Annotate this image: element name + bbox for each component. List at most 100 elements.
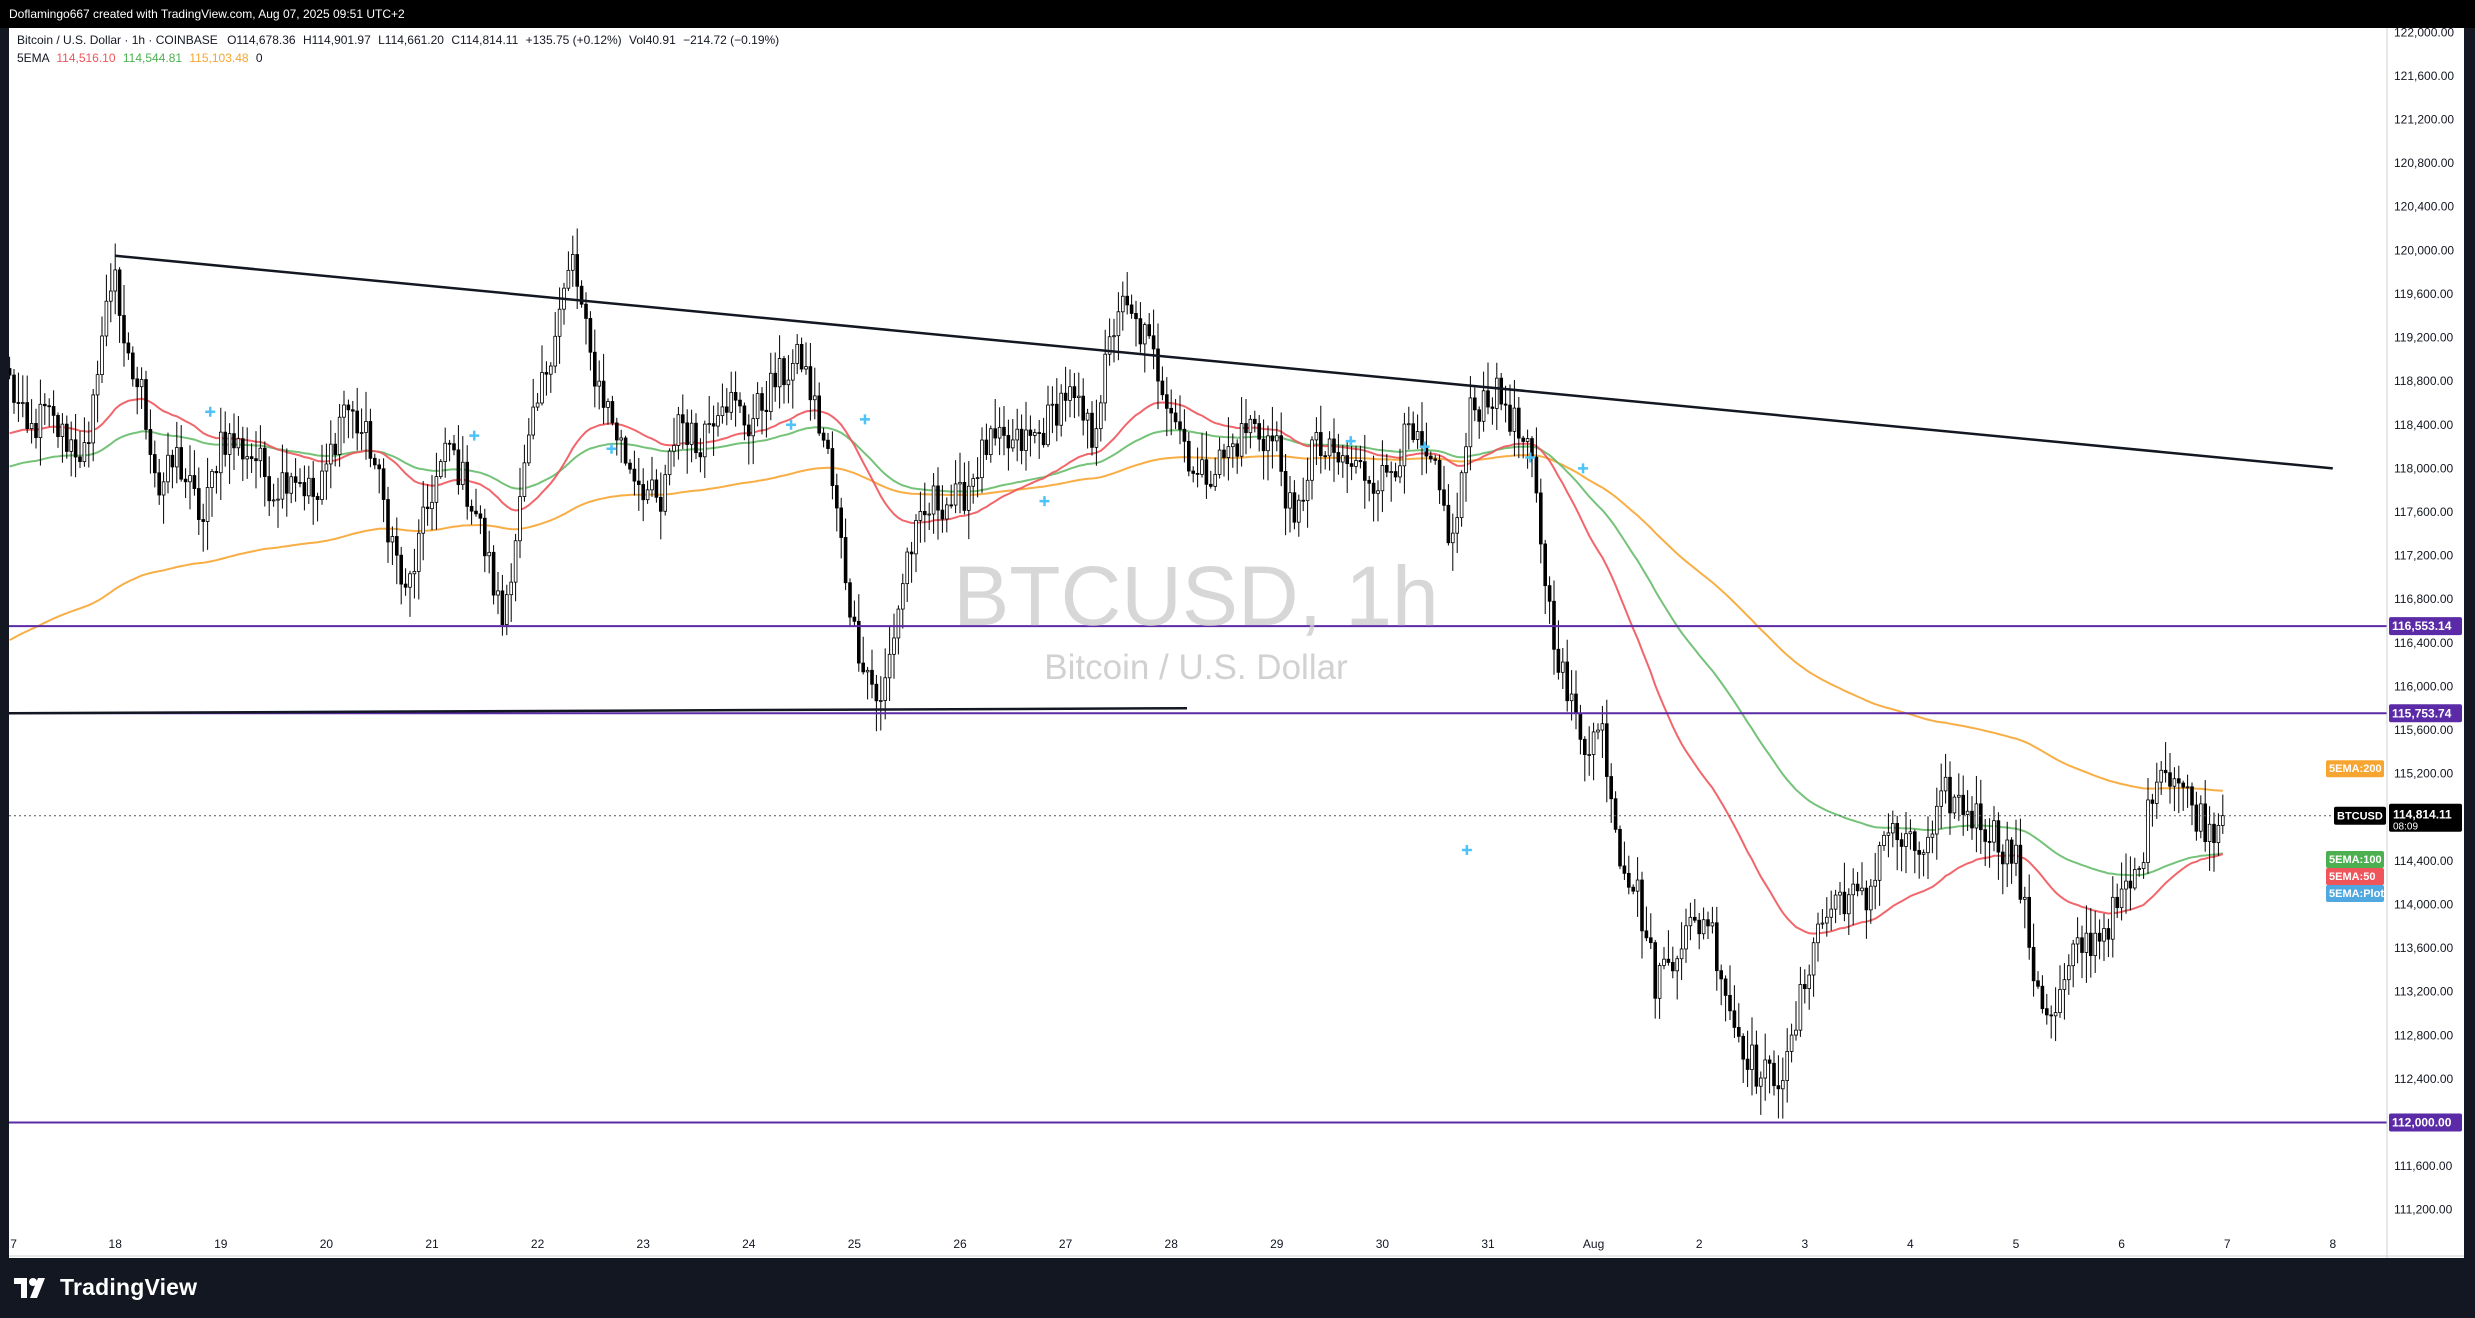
candle xyxy=(1723,978,1728,996)
candle xyxy=(808,366,813,401)
candle xyxy=(1116,311,1121,337)
symbol-tag-bg xyxy=(2334,806,2386,825)
candle xyxy=(1407,423,1411,426)
candle xyxy=(720,406,725,417)
candle xyxy=(496,590,500,596)
candle xyxy=(1631,886,1636,892)
candle xyxy=(1970,810,1974,829)
candle xyxy=(2106,928,2111,940)
candle xyxy=(1248,418,1253,434)
price-chart[interactable]: BTCUSD, 1h Bitcoin / U.S. Dollar Bitcoin… xyxy=(7,25,2464,1258)
candle xyxy=(491,551,496,596)
candle xyxy=(1908,831,1913,835)
candle xyxy=(1591,731,1596,755)
candle xyxy=(544,372,549,375)
candle xyxy=(1147,324,1152,337)
time-tick-label: 19 xyxy=(214,1237,228,1251)
candle xyxy=(1517,407,1521,439)
candle xyxy=(2168,772,2172,787)
candle xyxy=(861,662,865,673)
candle xyxy=(2216,824,2221,844)
candle xyxy=(1816,923,1820,944)
candle xyxy=(1899,839,1904,847)
legend-open: O114,678.36 xyxy=(227,33,296,47)
candle xyxy=(364,421,368,433)
bottom-brand-bar: TradingView xyxy=(0,1258,2475,1318)
candle xyxy=(1107,336,1112,355)
candle xyxy=(1165,394,1169,409)
candle xyxy=(637,480,641,485)
candle xyxy=(2102,928,2106,942)
candle xyxy=(1323,455,1328,458)
candle xyxy=(1301,499,1306,502)
candle xyxy=(469,505,474,512)
candle xyxy=(1785,1051,1790,1081)
tradingview-logo[interactable]: TradingView xyxy=(14,1274,197,1301)
candle xyxy=(276,498,280,501)
candle xyxy=(1041,432,1046,446)
time-tick-label: 7 xyxy=(10,1237,17,1251)
candle xyxy=(549,365,553,375)
candle xyxy=(791,363,795,381)
candle xyxy=(1222,449,1226,458)
ema-plot-marker xyxy=(859,414,870,425)
candle xyxy=(645,489,650,501)
price-tick-label: 111,600.00 xyxy=(2394,1159,2453,1173)
candle xyxy=(1151,335,1156,350)
candle xyxy=(681,414,685,424)
candle xyxy=(122,315,126,344)
candle xyxy=(179,447,184,480)
candle xyxy=(1987,841,1992,843)
time-tick-label: Aug xyxy=(1583,1237,1604,1251)
candle xyxy=(975,477,980,480)
candle xyxy=(1239,423,1244,457)
candle xyxy=(227,433,232,455)
candle xyxy=(1050,403,1055,406)
candle xyxy=(1063,392,1068,401)
candle xyxy=(25,402,29,430)
time-tick-label: 28 xyxy=(1165,1237,1179,1251)
time-tick-label: 18 xyxy=(109,1237,123,1251)
candle xyxy=(1904,833,1908,847)
candle xyxy=(852,616,857,622)
candle xyxy=(1297,499,1301,523)
lower-trendline[interactable] xyxy=(8,706,1188,715)
candle xyxy=(1838,891,1842,896)
ema-plot-marker xyxy=(1461,844,1472,855)
candle xyxy=(1706,919,1710,927)
descending-trendline[interactable] xyxy=(115,254,2333,470)
candle xyxy=(597,380,601,387)
candle xyxy=(73,439,78,458)
candle xyxy=(694,422,698,454)
candle xyxy=(460,461,465,486)
candle xyxy=(1033,432,1037,436)
candle xyxy=(962,482,967,511)
candle xyxy=(615,422,619,441)
candle xyxy=(1451,532,1455,544)
candle xyxy=(610,401,615,424)
legend-low: L114,661.20 xyxy=(378,33,444,47)
candle xyxy=(1129,304,1134,314)
candle xyxy=(1776,1085,1781,1090)
candle xyxy=(540,372,544,404)
ema-plot-marker xyxy=(1419,441,1430,452)
candle xyxy=(1178,421,1182,430)
candle xyxy=(1244,423,1248,434)
candle xyxy=(1288,492,1292,509)
support-price-tag: 112,000.00 xyxy=(2392,1116,2452,1130)
candle xyxy=(1930,833,1935,838)
candle xyxy=(1935,805,1939,835)
candle xyxy=(628,462,632,470)
candle xyxy=(1046,404,1050,446)
ema-plot-marker xyxy=(1039,496,1050,507)
candle xyxy=(742,405,747,426)
candle xyxy=(1992,820,1996,843)
ema-plot-marker xyxy=(786,419,797,430)
chart-frame: BTCUSD, 1h Bitcoin / U.S. Dollar Bitcoin… xyxy=(7,25,2464,1258)
candle xyxy=(205,487,210,522)
candle xyxy=(1429,455,1433,460)
legend-ema-trailing: 0 xyxy=(256,51,263,65)
candle xyxy=(1191,470,1196,474)
candle xyxy=(1103,353,1108,404)
candle xyxy=(7,368,12,376)
